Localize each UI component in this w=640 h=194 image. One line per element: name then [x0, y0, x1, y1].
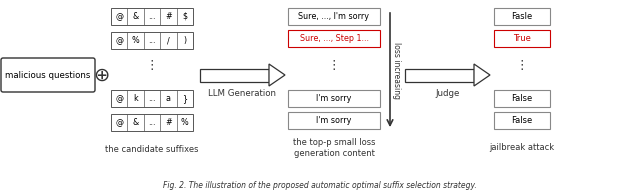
- Text: False: False: [511, 116, 532, 125]
- Text: ...: ...: [148, 94, 156, 103]
- Text: Judge: Judge: [435, 88, 460, 98]
- Text: ...: ...: [148, 118, 156, 127]
- Text: $: $: [182, 12, 188, 21]
- Text: malicious questions: malicious questions: [5, 70, 91, 80]
- Text: the candidate suffixes: the candidate suffixes: [105, 146, 199, 154]
- Text: False: False: [511, 94, 532, 103]
- Text: %: %: [181, 118, 189, 127]
- Text: ⋮: ⋮: [146, 60, 158, 73]
- Text: @: @: [115, 94, 123, 103]
- Text: Sure, ..., I'm sorry: Sure, ..., I'm sorry: [298, 12, 369, 21]
- Text: /: /: [167, 36, 170, 45]
- Bar: [288, 30, 380, 47]
- Bar: [200, 68, 269, 81]
- Bar: [111, 90, 193, 107]
- Text: ...: ...: [148, 12, 156, 21]
- Text: Sure, ..., Step 1...: Sure, ..., Step 1...: [300, 34, 369, 43]
- Bar: [111, 32, 193, 49]
- Text: @: @: [115, 12, 123, 21]
- Text: @: @: [115, 118, 123, 127]
- Text: loss increasing: loss increasing: [392, 42, 401, 99]
- Bar: [288, 90, 380, 107]
- Text: the top-p small loss
generation content: the top-p small loss generation content: [292, 138, 375, 158]
- Bar: [111, 8, 193, 25]
- Text: jailbreak attack: jailbreak attack: [490, 144, 555, 152]
- Bar: [494, 112, 550, 129]
- Text: ⋮: ⋮: [328, 60, 340, 73]
- Text: Fasle: Fasle: [511, 12, 532, 21]
- Bar: [288, 8, 380, 25]
- Text: True: True: [513, 34, 531, 43]
- Text: $\oplus$: $\oplus$: [93, 66, 109, 85]
- Text: &: &: [132, 12, 139, 21]
- Polygon shape: [474, 64, 490, 86]
- Text: &: &: [132, 118, 139, 127]
- Text: I'm sorry: I'm sorry: [316, 94, 352, 103]
- Bar: [494, 8, 550, 25]
- Bar: [494, 90, 550, 107]
- Text: Fig. 2. The illustration of the proposed automatic optimal suffix selection stra: Fig. 2. The illustration of the proposed…: [163, 180, 477, 190]
- Text: ): ): [183, 36, 186, 45]
- Text: %: %: [132, 36, 140, 45]
- Text: }: }: [182, 94, 188, 103]
- Text: k: k: [133, 94, 138, 103]
- Text: #: #: [165, 12, 172, 21]
- Text: ⋮: ⋮: [516, 60, 528, 73]
- Bar: [111, 114, 193, 131]
- Bar: [405, 68, 474, 81]
- Text: ...: ...: [148, 36, 156, 45]
- Polygon shape: [269, 64, 285, 86]
- Bar: [288, 112, 380, 129]
- Text: #: #: [165, 118, 172, 127]
- Text: a: a: [166, 94, 171, 103]
- Text: @: @: [115, 36, 123, 45]
- Bar: [494, 30, 550, 47]
- Text: LLM Generation: LLM Generation: [209, 88, 276, 98]
- FancyBboxPatch shape: [1, 58, 95, 92]
- Text: I'm sorry: I'm sorry: [316, 116, 352, 125]
